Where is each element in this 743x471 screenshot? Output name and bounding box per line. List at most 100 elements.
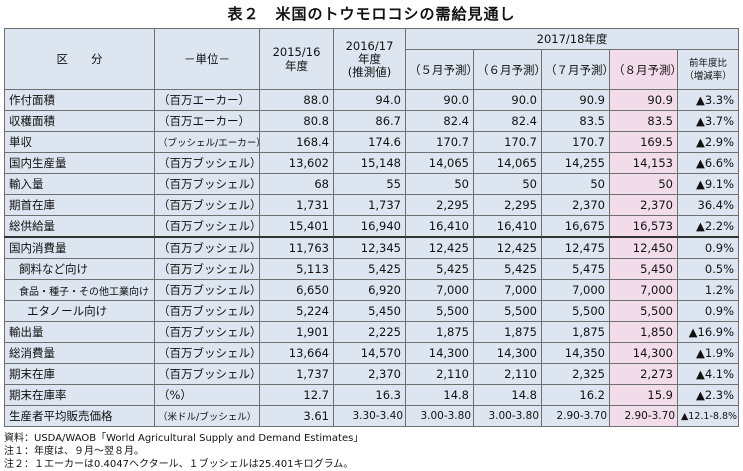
value-aug-forecast: 14,153 (609, 152, 678, 174)
value-aug-forecast: 12,450 (609, 236, 678, 259)
row-label: 生産者平均販売価格 (4, 405, 155, 427)
value-2016-17: 12,345 (333, 236, 406, 259)
value-may-forecast: 90.0 (405, 89, 474, 111)
value-aug-forecast: 2,370 (609, 194, 678, 216)
value-may-forecast: 14,300 (405, 342, 474, 364)
value-jun-forecast: 12,425 (473, 236, 542, 259)
table-row: 単収 （ブッシェル/エーカー） 168.4 174.6 170.7 170.7 170.7 1… (4, 131, 740, 153)
value-yoy-change: ▲2.2% (676, 215, 740, 238)
table-body: 作付面積 （百万エーカー） 88.0 94.0 90.0 90.0 90.9 90.9 ▲3.3… (4, 89, 740, 427)
row-label: 総供給量 (4, 215, 155, 238)
row-label: 収穫面積 (4, 110, 155, 132)
value-jun-forecast: 1,875 (473, 321, 542, 343)
value-jun-forecast: 14,065 (473, 152, 542, 174)
value-yoy-change: ▲9.1% (676, 173, 740, 195)
corn-supply-demand-table: 区 分 －単位－ 2015/16 年度 2016/17 年度 (推測値) 201… (4, 28, 740, 427)
row-label: 期末在庫 (4, 363, 155, 385)
note-2: 注２：１エーカーは0.4047ヘクタール、１ブッシェルは25.401キログラム。 (4, 459, 354, 470)
value-may-forecast: 7,000 (405, 279, 474, 301)
value-yoy-change: 0.9% (676, 236, 740, 259)
value-aug-forecast: 90.9 (609, 89, 678, 111)
table-row: 国内生産量 （百万ブッシェル） 13,602 15,148 14,065 14,065 14… (4, 152, 740, 174)
value-jul-forecast: 170.7 (541, 131, 610, 153)
value-jun-forecast: 2,110 (473, 363, 542, 385)
header-jul-forecast: （７月予測） (541, 49, 610, 90)
row-label: 食品・種子・その他工業向け (4, 279, 155, 301)
value-jul-forecast: 14,255 (541, 152, 610, 174)
value-yoy-change: 36.4% (676, 194, 740, 216)
row-label: 輸入量 (4, 173, 155, 195)
value-2015-16: 1,901 (259, 321, 334, 343)
value-jun-forecast: 14.8 (473, 384, 542, 406)
table-row: 期首在庫 （百万ブッシェル） 1,731 1,737 2,295 2,295 2,370 2,… (4, 194, 740, 216)
value-yoy-change: ▲2.9% (676, 131, 740, 153)
value-2015-16: 168.4 (259, 131, 334, 153)
value-2015-16: 5,113 (259, 258, 334, 280)
header-2015-16: 2015/16 年度 (259, 28, 334, 90)
header-2017-18-group: 2017/18年度 (404, 28, 740, 50)
value-jul-forecast: 90.9 (541, 89, 610, 111)
footnotes: 資料：USDA/WAOB「World Agricultural Supply a… (4, 432, 363, 471)
row-unit: （%） (154, 384, 260, 406)
value-may-forecast: 5,500 (405, 300, 474, 322)
value-jul-forecast: 5,500 (541, 300, 610, 322)
table-row: 期末在庫率 （%） 12.7 16.3 14.8 14.8 16.2 15.9 ▲2.3% (4, 384, 740, 406)
row-label: 期首在庫 (4, 194, 155, 216)
row-label: 飼料など向け (4, 258, 155, 280)
row-unit: （ブッシェル/エーカー） (154, 131, 260, 153)
value-2016-17: 16.3 (333, 384, 406, 406)
value-aug-forecast: 15.9 (609, 384, 678, 406)
table-row: 作付面積 （百万エーカー） 88.0 94.0 90.0 90.0 90.9 90.9 ▲3.3… (4, 89, 740, 111)
value-jun-forecast: 3.00-3.80 (473, 405, 542, 427)
value-aug-forecast: 7,000 (609, 279, 678, 301)
header-aug-forecast: （８月予測） (609, 49, 678, 90)
row-unit: （百万ブッシェル） (154, 194, 260, 216)
value-aug-forecast: 2.90-3.70 (609, 405, 678, 427)
value-jun-forecast: 7,000 (473, 279, 542, 301)
value-yoy-change: ▲16.9% (676, 321, 740, 343)
value-yoy-change: ▲3.3% (676, 89, 740, 111)
value-2016-17: 5,450 (333, 300, 406, 322)
value-2015-16: 3.61 (259, 405, 334, 427)
value-aug-forecast: 5,500 (609, 300, 678, 322)
value-yoy-change: ▲2.3% (676, 384, 740, 406)
row-label: 国内消費量 (4, 236, 155, 259)
row-unit: （百万ブッシェル） (154, 342, 260, 364)
value-jul-forecast: 7,000 (541, 279, 610, 301)
value-jun-forecast: 90.0 (473, 89, 542, 111)
value-jul-forecast: 5,475 (541, 258, 610, 280)
value-yoy-change: 0.9% (676, 300, 740, 322)
value-2015-16: 1,737 (259, 363, 334, 385)
row-label: エタノール向け (4, 300, 155, 322)
value-2016-17: 3.30-3.40 (333, 405, 406, 427)
row-label: 単収 (4, 131, 155, 153)
row-unit: （百万ブッシェル） (154, 173, 260, 195)
row-unit: （百万ブッシェル） (154, 215, 260, 238)
value-2016-17: 6,920 (333, 279, 406, 301)
value-aug-forecast: 1,850 (609, 321, 678, 343)
value-may-forecast: 16,410 (405, 215, 474, 238)
value-2016-17: 15,148 (333, 152, 406, 174)
value-jul-forecast: 16,675 (541, 215, 610, 238)
value-2016-17: 86.7 (333, 110, 406, 132)
value-yoy-change: 1.2% (676, 279, 740, 301)
row-unit: （米ドル/ブッシェル） (154, 405, 260, 427)
value-2015-16: 80.8 (259, 110, 334, 132)
table-title: 表２ 米国のトウモロコシの需給見通し (227, 5, 516, 23)
row-unit: （百万ブッシェル） (154, 300, 260, 322)
row-label: 総消費量 (4, 342, 155, 364)
value-jun-forecast: 50 (473, 173, 542, 195)
row-unit: （百万ブッシェル） (154, 363, 260, 385)
row-label: 国内生産量 (4, 152, 155, 174)
value-may-forecast: 82.4 (405, 110, 474, 132)
value-jul-forecast: 50 (541, 173, 610, 195)
value-yoy-change: ▲6.6% (676, 152, 740, 174)
value-jul-forecast: 16.2 (541, 384, 610, 406)
value-may-forecast: 2,295 (405, 194, 474, 216)
value-2016-17: 2,225 (333, 321, 406, 343)
value-aug-forecast: 169.5 (609, 131, 678, 153)
row-unit: （百万ブッシェル） (154, 152, 260, 174)
value-jun-forecast: 82.4 (473, 110, 542, 132)
row-unit: （百万エーカー） (154, 89, 260, 111)
value-jun-forecast: 170.7 (473, 131, 542, 153)
